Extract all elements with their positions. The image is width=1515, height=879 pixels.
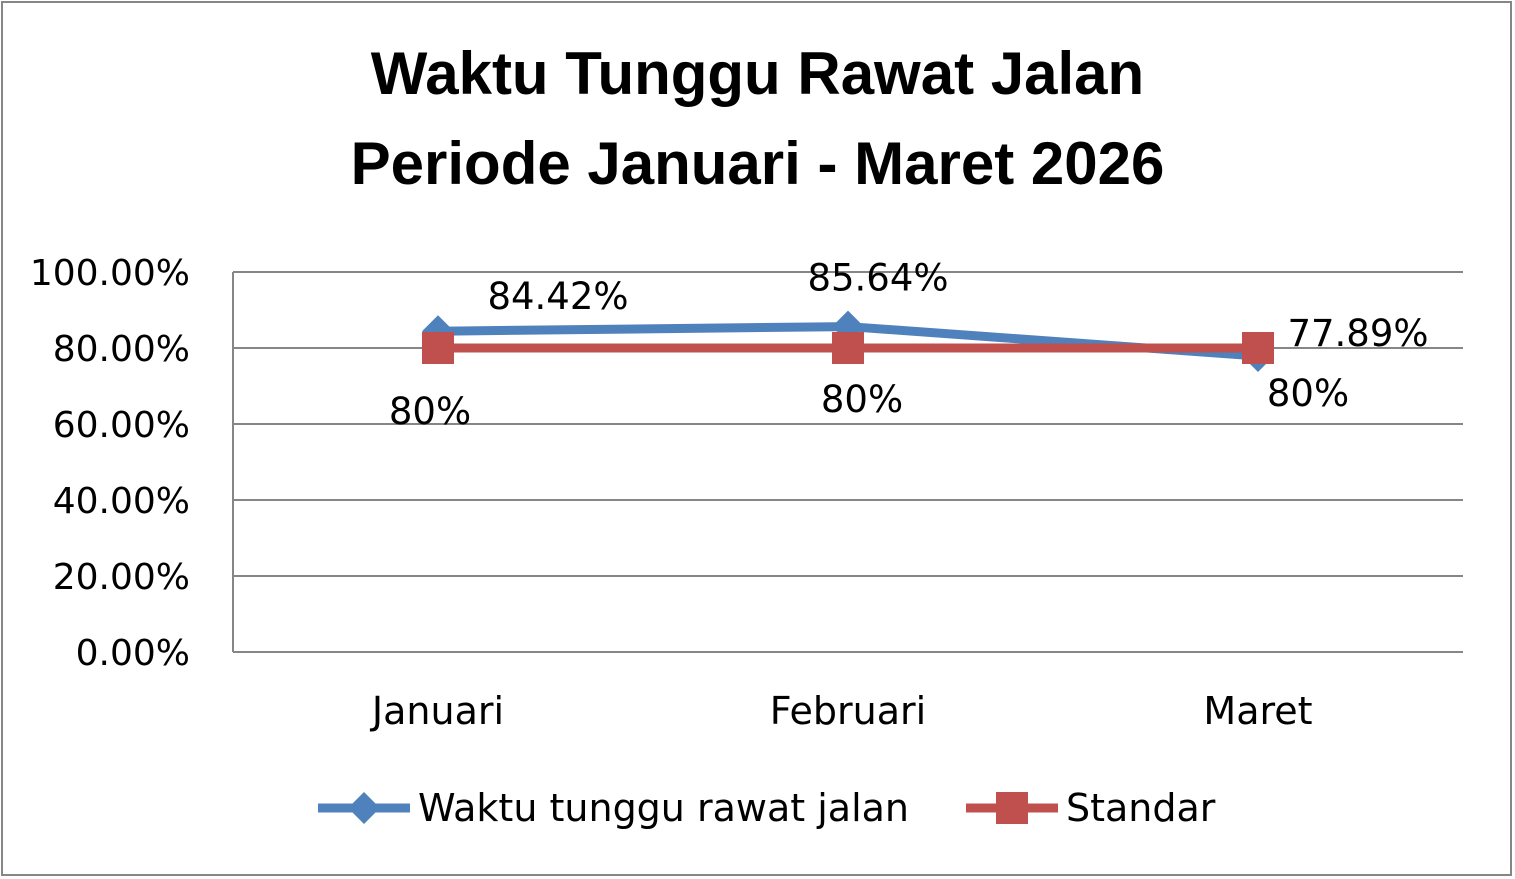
y-tick-label: 0.00% [76, 633, 190, 674]
y-tick-label: 40.00% [53, 481, 190, 522]
y-tick-label: 100.00% [30, 253, 190, 294]
legend-label: Waktu tunggu rawat jalan [418, 786, 909, 830]
x-tick-label: Februari [770, 689, 926, 733]
legend-marker-diamond [348, 792, 380, 824]
data-label-standar: 80% [821, 378, 903, 421]
data-label-standar: 80% [389, 390, 471, 433]
data-label-waktu: 84.42% [487, 275, 628, 318]
chart-title-line-1: Waktu Tunggu Rawat Jalan [370, 40, 1145, 107]
series-2-marker [832, 332, 864, 364]
y-tick-label: 80.00% [53, 329, 190, 370]
y-tick-label: 60.00% [53, 405, 190, 446]
data-label-waktu: 85.64% [807, 257, 948, 300]
legend-label: Standar [1066, 786, 1216, 830]
legend-marker-square [996, 792, 1028, 824]
x-tick-label: Januari [370, 689, 504, 733]
x-tick-label: Maret [1203, 689, 1312, 733]
chart-title-line-2: Periode Januari - Maret 2026 [350, 130, 1165, 197]
data-label-standar: 80% [1267, 372, 1349, 415]
data-label-waktu: 77.89% [1287, 312, 1428, 355]
series-2-marker [422, 332, 454, 364]
series-2-marker [1242, 332, 1274, 364]
y-tick-label: 20.00% [53, 557, 190, 598]
